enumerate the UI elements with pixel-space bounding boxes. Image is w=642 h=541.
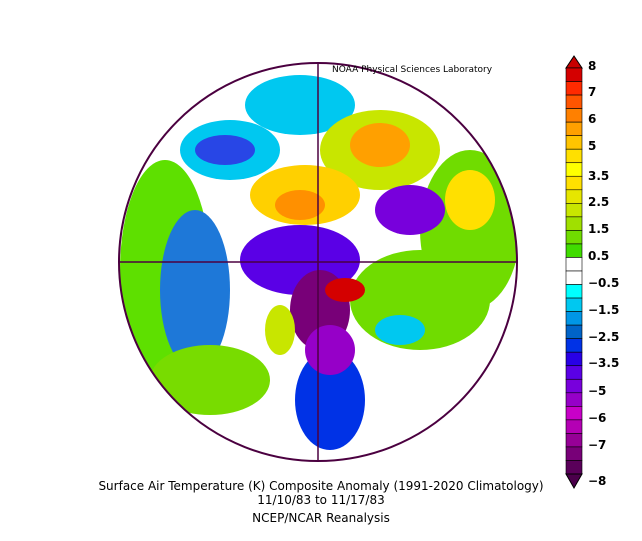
colorbar-swatch xyxy=(565,270,583,285)
credit-text: NOAA Physical Sciences Laboratory xyxy=(332,65,493,75)
colorbar-label: −7 xyxy=(588,438,607,452)
colorbar-swatch xyxy=(565,419,583,434)
colorbar-swatch xyxy=(565,460,583,475)
colorbar-swatch xyxy=(565,230,583,245)
colorbar-label: −8 xyxy=(588,474,607,488)
colorbar-label: 1.5 xyxy=(588,222,610,236)
colorbar-swatch xyxy=(565,392,583,407)
source: NCEP/NCAR Reanalysis xyxy=(252,511,390,525)
colorbar-label: −5 xyxy=(588,384,607,398)
colorbar-max-arrow xyxy=(565,55,583,69)
colorbar-label: 7 xyxy=(588,85,597,99)
colorbar-swatch xyxy=(565,257,583,272)
colorbar-swatch xyxy=(565,108,583,123)
colorbar-swatch xyxy=(565,148,583,164)
colorbar-min-arrow xyxy=(565,473,583,490)
colorbar-label: −6 xyxy=(588,411,607,425)
colorbar-swatch xyxy=(565,365,583,380)
colorbar-label: 2.5 xyxy=(588,195,610,209)
colorbar-label: −1.5 xyxy=(588,303,620,317)
colorbar-swatch xyxy=(565,311,583,326)
colorbar-swatch xyxy=(565,189,583,204)
colorbar-label: −0.5 xyxy=(588,276,620,290)
colorbar-swatch xyxy=(565,351,583,367)
colorbar-swatch xyxy=(565,135,583,150)
colorbar-swatch xyxy=(565,446,583,461)
colorbar-swatch xyxy=(565,81,583,96)
title: Surface Air Temperature (K) Composite An… xyxy=(98,479,544,493)
colorbar-swatch xyxy=(565,406,583,421)
caption: Surface Air Temperature (K) Composite An… xyxy=(0,479,642,525)
colorbar-swatch xyxy=(565,297,583,312)
colorbar-swatch xyxy=(565,216,583,231)
anomaly-blue-west xyxy=(160,210,230,370)
date-range: 11/10/83 to 11/17/83 xyxy=(257,493,385,507)
colorbar-swatch xyxy=(565,67,583,82)
colorbar-label: 6 xyxy=(588,112,597,126)
colorbar-label: 3.5 xyxy=(588,169,610,183)
colorbar-swatch xyxy=(565,203,583,218)
colorbar-label: −2.5 xyxy=(588,330,620,344)
colorbar-swatch xyxy=(565,284,583,299)
colorbar-swatch xyxy=(565,121,583,136)
colorbar-swatch xyxy=(565,433,583,448)
colorbar-swatch xyxy=(565,378,583,394)
colorbar-swatch xyxy=(565,338,583,353)
colorbar-swatch xyxy=(565,175,583,191)
colorbar-label: 0.5 xyxy=(588,249,610,263)
colorbar-label: 8 xyxy=(588,59,597,73)
colorbar-swatch xyxy=(565,94,583,109)
colorbar-label: −3.5 xyxy=(588,356,620,370)
colorbar-swatch xyxy=(565,162,583,177)
map-boundary xyxy=(118,62,518,462)
colorbar-swatch xyxy=(565,324,583,339)
colorbar-label: 5 xyxy=(588,139,597,153)
colorbar-swatch xyxy=(565,243,583,258)
